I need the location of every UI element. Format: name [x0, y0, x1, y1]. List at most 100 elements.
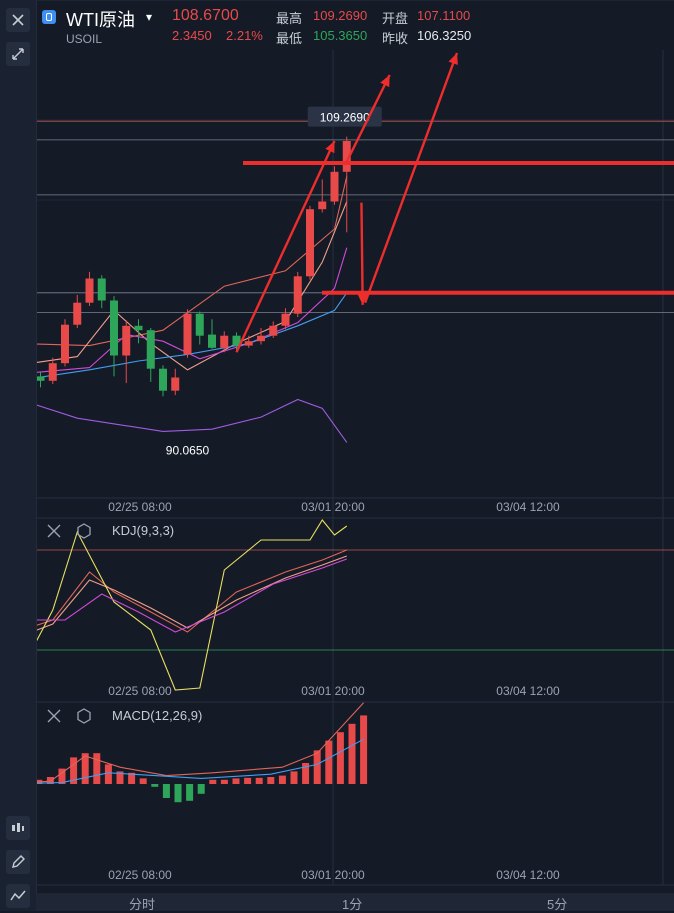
collapse-arrows-icon[interactable]: [6, 42, 30, 66]
candle-body-27: [342, 141, 351, 172]
candle-body-6: [85, 278, 94, 303]
macd-bar-10: [116, 771, 124, 784]
indicator-icon[interactable]: [6, 884, 30, 908]
moving-average-line-1: [15, 201, 348, 371]
macd-indicator-panel[interactable]: MACD(12,26,9) 02/25 08:00 03/01 20:00 03/04…: [0, 702, 561, 882]
kdj-line-1: [15, 555, 347, 639]
macd-bar-14: [162, 784, 170, 798]
close-icon[interactable]: [6, 8, 30, 32]
low-value: 105.3650: [313, 28, 368, 43]
main-x-tick-1: 03/01 20:00: [301, 500, 365, 514]
macd-bar-21: [244, 777, 252, 784]
macd-bar-6: [70, 757, 78, 784]
quote-header: WTI原油 ▾ USOIL 108.6700 2.3450 2.21% 最高 1…: [0, 0, 674, 50]
timeframe-tabs: 分时 1分 5分: [36, 893, 674, 912]
kdj-x-tick-0: 02/25 08:00: [108, 684, 172, 698]
macd-line-1: [3, 738, 364, 785]
tab-5min[interactable]: 5分: [547, 897, 568, 912]
macd-bar-30: [348, 723, 356, 784]
macd-bar-23: [267, 777, 275, 784]
candle-body-18: [232, 335, 241, 346]
candle-body-9: [122, 325, 131, 356]
tab-intraday[interactable]: 分时: [129, 897, 156, 912]
left-toolbar: [0, 0, 37, 911]
kdj-x-tick-1: 03/01 20:00: [301, 684, 365, 698]
macd-bar-27: [313, 750, 321, 784]
macd-bar-25: [290, 771, 298, 784]
macd-bar-12: [139, 778, 147, 784]
macd-title: MACD(12,26,9): [112, 708, 202, 723]
candle-body-16: [208, 334, 216, 348]
trend-arrowhead-3: [448, 53, 458, 66]
trend-arrow-1: [344, 74, 391, 165]
macd-close-icon: [47, 709, 61, 723]
candle-body-23: [293, 276, 302, 314]
macd-bar-22: [255, 777, 263, 784]
trend-arrowhead-0: [325, 141, 335, 154]
candle-body-5: [73, 302, 82, 325]
open-label: 开盘: [382, 11, 409, 26]
kdj-settings-icon: [77, 523, 91, 539]
macd-bar-24: [278, 775, 286, 784]
trend-arrow-3: [363, 52, 459, 304]
moving-average-line-2: [15, 247, 348, 375]
macd-bar-11: [128, 772, 136, 784]
macd-bar-17: [197, 784, 205, 794]
candle-body-25: [318, 201, 327, 210]
symbol-name[interactable]: WTI原油: [66, 10, 135, 30]
macd-x-tick-2: 03/04 12:00: [496, 868, 560, 882]
candle-body-17: [220, 335, 229, 348]
pencil-draw-icon[interactable]: [6, 850, 30, 874]
macd-bar-31: [360, 715, 368, 784]
candle-body-15: [195, 313, 204, 336]
candle-body-7: [97, 278, 106, 301]
candlestick-icon[interactable]: [6, 816, 30, 840]
macd-bar-19: [220, 779, 228, 784]
macd-bar-18: [209, 779, 217, 784]
kdj-line-0: [15, 549, 348, 633]
low-label: 最低: [276, 31, 303, 46]
main-price-chart[interactable]: 109.2690 90.0650 02/25 08:00 03/01 20:00 03/…: [0, 52, 674, 514]
macd-line-0: [3, 702, 365, 785]
candle-body-19: [244, 341, 253, 346]
macd-bar-26: [302, 763, 310, 784]
candle-body-21: [269, 325, 278, 336]
price-change: 2.3450: [172, 28, 212, 43]
candle-body-3: [48, 363, 57, 381]
candle-body-8: [110, 300, 118, 356]
macd-bar-20: [232, 778, 240, 784]
candle-body-26: [330, 171, 339, 202]
kdj-indicator-panel[interactable]: KDJ(9,3,3) 02/25 08:00 03/01 20:00 03/04 12…: [0, 519, 674, 698]
tab-1min[interactable]: 1分: [342, 897, 363, 912]
kdj-title: KDJ(9,3,3): [112, 523, 174, 538]
macd-bar-8: [93, 753, 101, 784]
open-value: 107.1100: [417, 8, 471, 23]
main-x-tick-0: 02/25 08:00: [108, 500, 172, 514]
prev-close-value: 106.3250: [417, 28, 472, 43]
candle-body-11: [146, 330, 155, 369]
market-open-icon: [42, 10, 56, 24]
price-change-percent: 2.21%: [226, 28, 263, 43]
trend-arrowhead-2: [357, 293, 368, 305]
candle-body-22: [281, 313, 290, 326]
macd-bar-4: [46, 777, 54, 784]
macd-bar-9: [104, 764, 112, 784]
candle-body-2: [36, 376, 45, 381]
symbol-dropdown-caret-icon[interactable]: ▾: [146, 10, 153, 24]
trend-arrow-2: [360, 202, 364, 305]
candle-body-12: [159, 368, 167, 391]
high-label: 最高: [276, 11, 303, 26]
kdj-x-tick-2: 03/04 12:00: [496, 684, 560, 698]
symbol-code: USOIL: [66, 32, 103, 46]
moving-average-line-4: [15, 397, 348, 443]
macd-x-tick-1: 03/01 20:00: [301, 868, 365, 882]
moving-average-line-3: [15, 292, 348, 382]
macd-bar-16: [186, 784, 194, 801]
low-callout-label: 90.0650: [166, 443, 210, 457]
last-price: 108.6700: [172, 7, 239, 24]
candle-body-14: [183, 313, 192, 355]
macd-bar-15: [174, 784, 182, 803]
macd-settings-icon: [77, 708, 91, 724]
macd-bar-29: [336, 732, 344, 784]
